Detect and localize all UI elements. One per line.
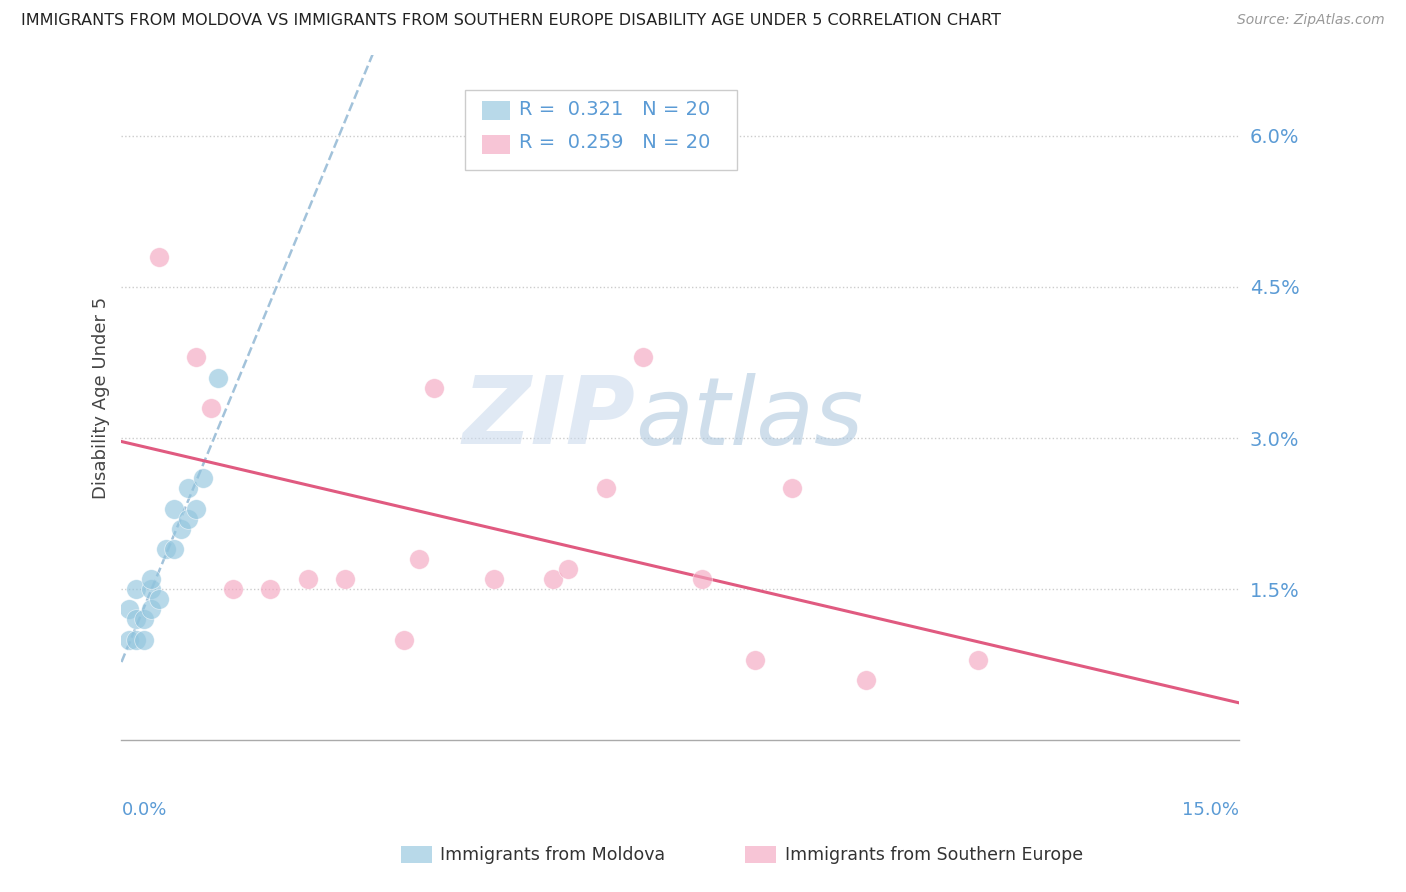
Point xyxy=(692,572,714,586)
Point xyxy=(408,552,430,566)
Point xyxy=(141,572,163,586)
Point xyxy=(193,471,215,485)
Point xyxy=(744,653,766,667)
Text: 15.0%: 15.0% xyxy=(1182,801,1239,819)
Point xyxy=(855,673,877,687)
Point xyxy=(423,381,446,395)
Text: ZIP: ZIP xyxy=(463,372,636,465)
Point xyxy=(132,612,155,626)
Point xyxy=(595,482,617,496)
Point xyxy=(333,572,356,586)
Point xyxy=(297,572,319,586)
Text: R =  0.321   N = 20: R = 0.321 N = 20 xyxy=(519,100,710,120)
Point xyxy=(125,632,148,647)
Point xyxy=(177,482,200,496)
Point xyxy=(200,401,222,415)
Text: IMMIGRANTS FROM MOLDOVA VS IMMIGRANTS FROM SOUTHERN EUROPE DISABILITY AGE UNDER : IMMIGRANTS FROM MOLDOVA VS IMMIGRANTS FR… xyxy=(21,13,1001,29)
Point xyxy=(141,582,163,597)
Point xyxy=(155,541,177,556)
Point xyxy=(125,582,148,597)
Point xyxy=(222,582,245,597)
Text: Immigrants from Moldova: Immigrants from Moldova xyxy=(440,846,665,863)
Point xyxy=(170,522,193,536)
Point xyxy=(184,351,207,365)
Point xyxy=(967,653,990,667)
Text: 0.0%: 0.0% xyxy=(121,801,167,819)
Point xyxy=(631,351,654,365)
Point xyxy=(394,632,416,647)
Point xyxy=(118,602,141,616)
Y-axis label: Disability Age Under 5: Disability Age Under 5 xyxy=(93,297,110,499)
Point xyxy=(543,572,565,586)
Point xyxy=(780,482,803,496)
Point xyxy=(162,501,184,516)
Text: R =  0.259   N = 20: R = 0.259 N = 20 xyxy=(519,133,710,153)
Point xyxy=(207,370,229,384)
Point xyxy=(177,512,200,526)
Point xyxy=(125,612,148,626)
Point xyxy=(118,632,141,647)
Point xyxy=(148,592,170,607)
Point xyxy=(259,582,281,597)
Text: Source: ZipAtlas.com: Source: ZipAtlas.com xyxy=(1237,13,1385,28)
Point xyxy=(141,602,163,616)
Point xyxy=(148,250,170,264)
Point xyxy=(557,562,579,576)
Point xyxy=(162,541,184,556)
Point xyxy=(184,501,207,516)
Text: atlas: atlas xyxy=(636,373,863,464)
Point xyxy=(132,632,155,647)
Point xyxy=(482,572,505,586)
Text: Immigrants from Southern Europe: Immigrants from Southern Europe xyxy=(785,846,1083,863)
